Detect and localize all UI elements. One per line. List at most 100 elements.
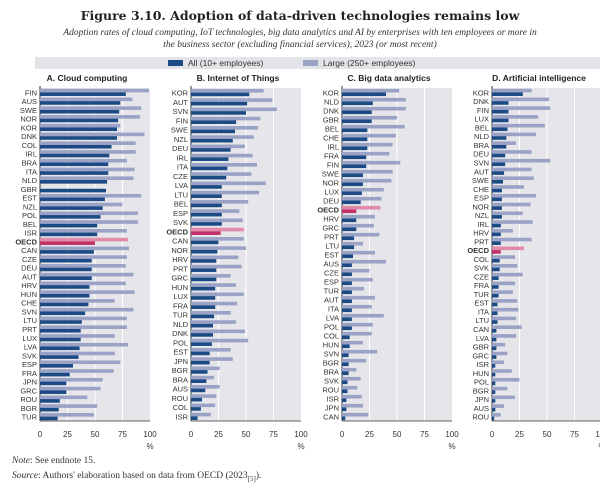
- category-label: PRT: [324, 233, 339, 242]
- category-label: HRV: [473, 229, 489, 238]
- note-text: : See endnote 15.: [29, 456, 96, 466]
- category-label: EST: [324, 251, 339, 260]
- x-tick-label: 25: [214, 430, 223, 439]
- category-label: BEL: [475, 123, 489, 132]
- category-label: BRA: [173, 375, 188, 384]
- category-label: TUR: [324, 287, 340, 296]
- category-label: BRA: [474, 141, 489, 150]
- bar-all-tur: [40, 416, 58, 421]
- bar-all-ltu: [342, 245, 355, 250]
- category-label: DEU: [323, 197, 339, 206]
- bar-large-rou: [40, 395, 88, 400]
- category-label: CAN: [21, 246, 37, 255]
- category-label: NLD: [474, 132, 490, 141]
- bar-large-bel: [40, 220, 138, 224]
- bar-large-esp: [492, 193, 536, 198]
- bar-large-svk: [191, 218, 243, 223]
- bar-all-jpn: [492, 399, 496, 403]
- bar-large-ltu: [191, 190, 260, 195]
- category-label: LVA: [175, 181, 188, 190]
- bar-large-bra: [492, 141, 517, 145]
- bar-all-irl: [492, 223, 501, 228]
- category-label: POL: [22, 211, 37, 220]
- legend-item-all: All (10+ employees): [168, 58, 263, 68]
- category-label: AUT: [173, 98, 188, 107]
- bar-large-isr: [191, 412, 211, 417]
- bar-large-aut: [492, 167, 532, 172]
- category-label: AUS: [173, 385, 188, 394]
- bar-all-dnk: [342, 110, 372, 115]
- bar-all-bel: [492, 127, 508, 132]
- category-label: AUT: [324, 296, 339, 305]
- bar-large-deu: [191, 144, 245, 149]
- bar-large-bgr: [40, 404, 98, 408]
- category-label: NLD: [324, 98, 340, 107]
- bar-large-kor: [40, 123, 121, 128]
- category-label: TUR: [474, 290, 490, 299]
- bar-large-est: [191, 348, 231, 352]
- bar-all-bra: [40, 162, 109, 167]
- category-label: FRA: [173, 301, 188, 310]
- bar-large-cze: [40, 255, 127, 259]
- category-label: FIN: [327, 161, 339, 170]
- category-label: NLD: [173, 320, 189, 329]
- bar-large-jpn: [492, 395, 516, 400]
- x-axis-label: %: [448, 442, 455, 451]
- bar-large-cze: [191, 172, 252, 176]
- category-label: AUS: [474, 404, 489, 413]
- bar-all-che: [492, 188, 502, 193]
- bar-all-lva: [492, 337, 497, 342]
- category-label: COL: [474, 255, 489, 264]
- category-label: OECD: [15, 237, 37, 246]
- bar-all-lux: [191, 296, 216, 300]
- source-label: Source: [12, 471, 39, 481]
- bar-all-hrv: [342, 218, 357, 223]
- bar-large-nzl: [40, 202, 123, 207]
- category-label: HRV: [323, 215, 339, 224]
- category-label: CZE: [22, 255, 37, 264]
- bar-all-kor: [40, 127, 117, 132]
- category-label: BEL: [325, 125, 339, 134]
- category-label: HUN: [172, 283, 188, 292]
- bar-large-ltu: [342, 241, 363, 246]
- category-label: TUR: [173, 311, 189, 320]
- category-label: GRC: [20, 386, 37, 395]
- bar-all-hrv: [40, 285, 90, 289]
- legend-label-all: All (10+ employees): [188, 58, 264, 68]
- note-label: Note: [12, 456, 30, 466]
- source-ref-link[interactable]: [5]: [247, 474, 256, 483]
- category-label: OECD: [317, 206, 339, 215]
- bar-all-est: [492, 302, 498, 307]
- legend-swatch-all: [168, 60, 183, 66]
- category-label: HUN: [473, 369, 489, 378]
- bar-large-bel: [492, 123, 545, 128]
- bar-all-esp: [342, 281, 352, 286]
- bar-large-hun: [40, 290, 135, 294]
- bar-all-jpn: [40, 381, 67, 386]
- bar-all-pol: [492, 381, 496, 386]
- bar-all-hrv: [191, 259, 217, 263]
- legend: All (10+ employees) Large (250+ employee…: [35, 57, 600, 69]
- bar-all-swe: [40, 109, 120, 114]
- category-label: SVK: [22, 351, 37, 360]
- bar-all-lux: [492, 118, 509, 123]
- bar-all-oecd: [191, 231, 221, 235]
- bar-large-bra: [40, 158, 127, 163]
- bar-large-dnk: [40, 132, 145, 137]
- bar-all-grc: [191, 277, 217, 282]
- bar-all-gbr: [40, 188, 106, 193]
- bar-large-che: [342, 133, 396, 138]
- bar-large-swe: [40, 106, 142, 110]
- bar-large-svn: [492, 158, 551, 163]
- bar-large-lux: [40, 334, 115, 338]
- category-label: IRL: [176, 153, 188, 162]
- bar-large-oecd: [492, 246, 524, 251]
- bar-large-bel: [342, 124, 405, 129]
- category-label: ITA: [177, 163, 188, 172]
- bar-large-bgr: [492, 386, 508, 391]
- category-label: LTU: [174, 190, 188, 199]
- category-label: CHE: [473, 185, 489, 194]
- category-label: EST: [22, 194, 37, 203]
- bar-all-lva: [191, 185, 222, 189]
- category-label: BGR: [21, 404, 38, 413]
